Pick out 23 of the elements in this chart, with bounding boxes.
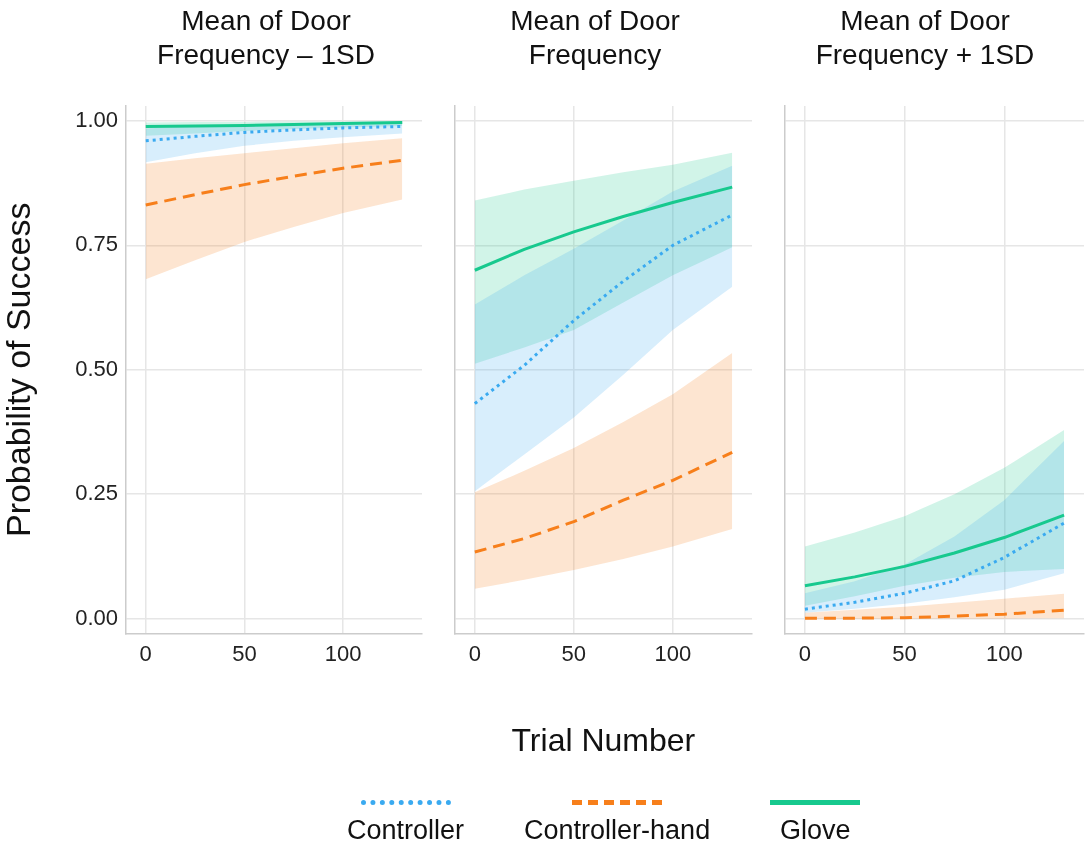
chart-title: Mean of Door Frequency + 1SD: [814, 4, 1036, 72]
y-axis-title: Probability of Success: [0, 202, 37, 538]
y-tick-label: 0.00: [75, 604, 118, 630]
legend-label: Controller-hand: [524, 815, 711, 846]
x-tick-label: 100: [654, 640, 692, 666]
x-axis-title: Trial Number: [511, 722, 696, 759]
x-tick-label: 50: [892, 640, 917, 666]
y-tick-label: 0.75: [75, 231, 118, 257]
x-tick-label: 0: [139, 640, 152, 666]
chart-title: Mean of Door Frequency – 1SD: [156, 4, 376, 72]
x-tick-label: 0: [798, 640, 812, 666]
y-tick-label: 0.50: [75, 355, 118, 381]
chart-title: Mean of Door Frequency: [509, 4, 681, 72]
line-series: [144, 158, 404, 207]
y-tick-label: 0.25: [75, 480, 118, 506]
legend-label: Glove: [779, 815, 851, 846]
x-tick-label: 50: [561, 640, 587, 666]
x-tick-label: 100: [985, 640, 1023, 666]
y-tick-label: 1.00: [75, 106, 118, 132]
x-tick-label: 0: [468, 640, 481, 666]
x-tick-label: 100: [324, 640, 362, 666]
legend-label: Controller: [347, 815, 465, 846]
x-tick-label: 50: [232, 640, 257, 666]
